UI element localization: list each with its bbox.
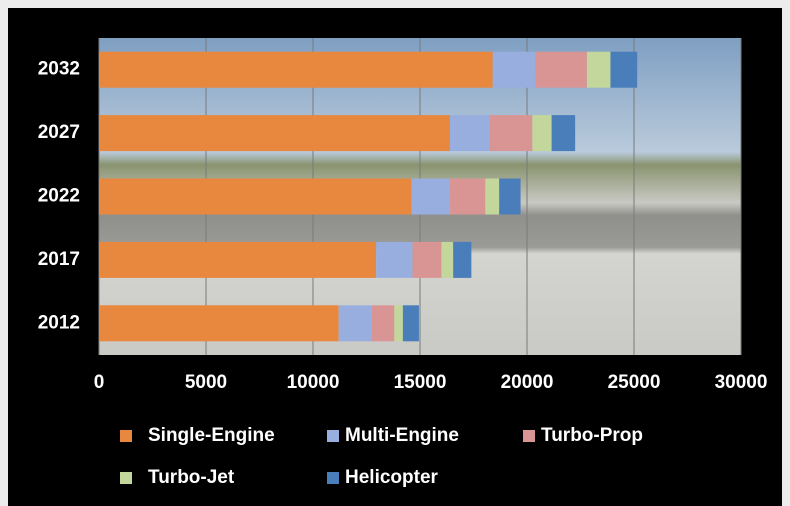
bar-segment <box>376 241 413 278</box>
bar-segment <box>535 51 587 88</box>
y-tick-label: 2012 <box>38 312 80 333</box>
bar-segment <box>99 115 450 152</box>
bar-segment <box>485 178 500 215</box>
bar-segment <box>610 51 638 88</box>
legend-swatch <box>327 472 339 484</box>
y-tick-label: 2032 <box>38 59 80 80</box>
bar-segment <box>412 241 442 278</box>
x-tick-label: 25000 <box>608 372 661 393</box>
legend-label: Multi-Engine <box>345 425 459 446</box>
legend-swatch <box>327 430 339 442</box>
bar-segment <box>99 305 339 342</box>
x-tick-label: 15000 <box>394 372 447 393</box>
bar-segment <box>586 51 611 88</box>
legend-label: Single-Engine <box>148 425 275 446</box>
x-tick-label: 5000 <box>185 372 227 393</box>
x-tick-label: 0 <box>94 372 105 393</box>
bar-segment <box>449 178 486 215</box>
y-tick-label: 2027 <box>38 122 80 143</box>
bar-segment <box>449 115 490 152</box>
bar-segment <box>338 305 372 342</box>
bar-segment <box>411 178 450 215</box>
bar-segment <box>499 178 521 215</box>
bar-segment <box>371 305 395 342</box>
bar-segment <box>492 51 536 88</box>
legend-label: Helicopter <box>345 467 439 488</box>
bar-segment <box>99 178 412 215</box>
y-tick-label: 2022 <box>38 186 80 207</box>
bar-segment <box>489 115 533 152</box>
bar-segment <box>99 51 493 88</box>
bar-segment <box>99 241 377 278</box>
legend-swatch <box>523 430 535 442</box>
bar-segment <box>532 115 552 152</box>
legend-swatch <box>120 430 132 442</box>
x-tick-label: 10000 <box>287 372 340 393</box>
bar-segment <box>402 305 419 342</box>
legend-label: Turbo-Jet <box>148 467 235 488</box>
bar-segment <box>551 115 576 152</box>
y-tick-label: 2017 <box>38 249 80 270</box>
legend-label: Turbo-Prop <box>541 425 643 446</box>
legend-swatch <box>120 472 132 484</box>
x-tick-label: 30000 <box>715 372 768 393</box>
bar-segment <box>394 305 403 342</box>
bar-segment <box>453 241 472 278</box>
bar-segment <box>441 241 454 278</box>
x-tick-label: 20000 <box>501 372 554 393</box>
